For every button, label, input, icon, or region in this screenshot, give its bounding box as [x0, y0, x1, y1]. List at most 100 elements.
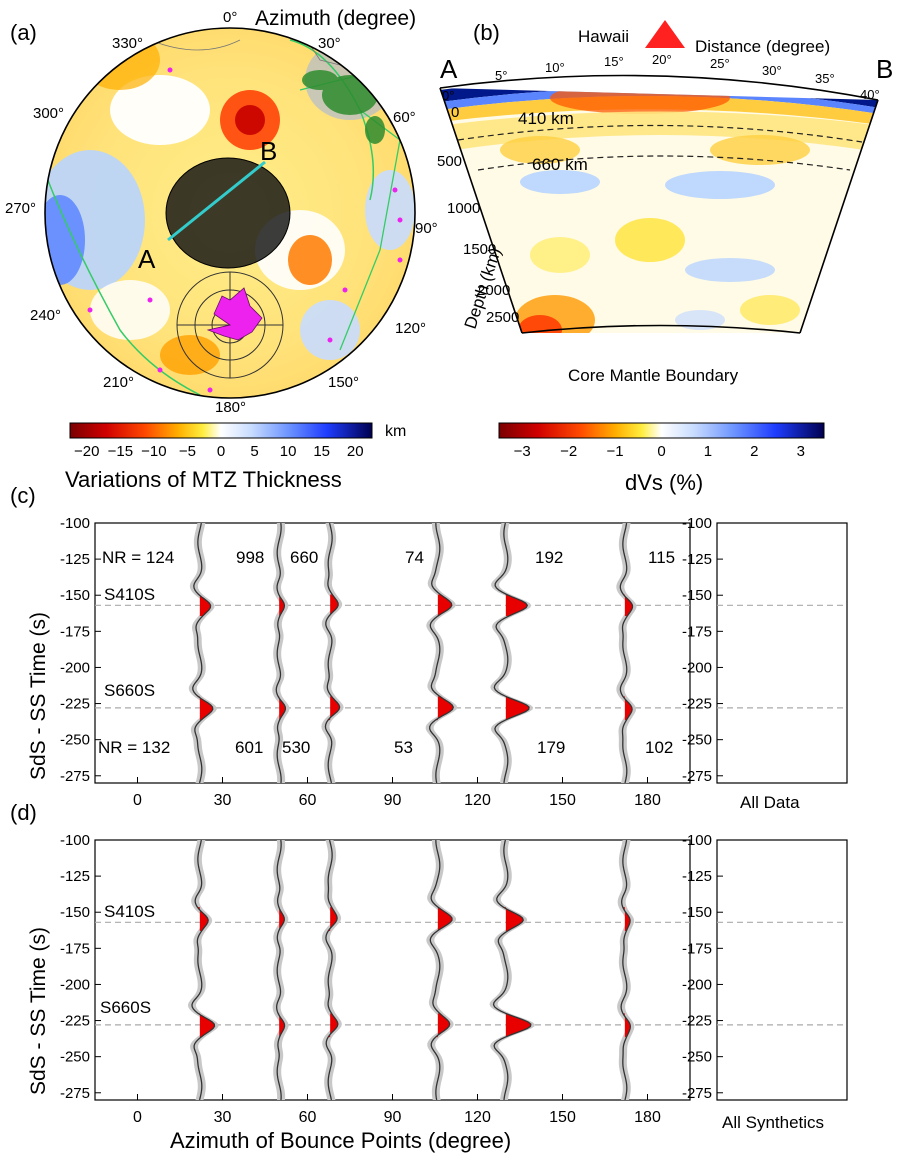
- d-trace-2-waveform: [325, 839, 339, 1101]
- d-trace-3-waveform: [429, 839, 453, 1101]
- panel-d-xticks: 0 30 60 90 120 150 180: [133, 1094, 661, 1126]
- profile-point-b: B: [260, 136, 277, 166]
- line-410km: [457, 124, 863, 143]
- distance-tick-20: 20°: [652, 52, 672, 67]
- c-side-ytick-label-0: -100: [682, 515, 712, 532]
- c-ytick-label-6: -250: [60, 732, 90, 749]
- cmb-label: Core Mantle Boundary: [568, 366, 739, 385]
- colorbar-a-ticks: −20 −15 −10 −5 0 5 10 15 20: [74, 443, 364, 460]
- c-trace-4-s410s-peak: [505, 594, 528, 617]
- colorbar-b-tick-0: −3: [514, 443, 531, 460]
- c-trace-1: [272, 522, 290, 784]
- panel-d-yticks: -100 -125 -150 -175 -200 -225 -250 -275: [60, 832, 101, 1102]
- d-ytick-label-1: -125: [60, 868, 90, 885]
- nr-410-5: 115: [648, 548, 675, 567]
- c-xtick-label-3: 90: [384, 792, 402, 809]
- c-trace-1-s660s-peak: [278, 696, 286, 721]
- c-trace-2: [321, 522, 344, 784]
- d-side-ytick-label-2: -150: [682, 904, 712, 921]
- d-trace-4-waveform: [492, 839, 532, 1101]
- d-side-ytick-label-7: -275: [682, 1085, 712, 1102]
- panel-a-label: (a): [10, 20, 37, 45]
- distance-tick-40: 40°: [860, 87, 880, 102]
- d-side-ytick-label-5: -225: [682, 1013, 712, 1030]
- d-trace-0: [187, 839, 219, 1101]
- panel-c-traces: [95, 522, 847, 784]
- c-side-ytick-label-6: -250: [682, 732, 712, 749]
- c-trace-4-waveform: [493, 522, 530, 784]
- d-xtick-label-6: 180: [634, 1109, 661, 1126]
- panel-d-side-axes: [716, 839, 848, 1101]
- depth-tick-0: 0: [451, 104, 459, 121]
- azimuth-label-120: 120°: [395, 320, 426, 337]
- d-ytick-label-0: -100: [60, 832, 90, 849]
- panel-d-axes: [94, 839, 691, 1101]
- colorbar-b-title: dVs (%): [625, 470, 703, 495]
- panel-c-side-axes: [716, 522, 848, 784]
- section-point-a: A: [440, 54, 458, 84]
- panel-c-label: (c): [10, 483, 36, 508]
- hotspot-triangle-icon: [645, 20, 685, 48]
- surface-arc: [439, 74, 879, 101]
- c-trace-5-waveform: [619, 522, 634, 784]
- c-xtick-label-5: 150: [549, 792, 576, 809]
- nr-660-4: 179: [537, 738, 565, 757]
- c-side-ytick-label-4: -200: [682, 659, 712, 676]
- colorbar-b: [498, 422, 825, 439]
- d-xtick-label-1: 30: [214, 1109, 232, 1126]
- panel-c-axes: [94, 522, 691, 784]
- panel-c-side-yticks: -100 -125 -150 -175 -200 -225 -250 -275: [682, 515, 723, 785]
- d-ytick-label-3: -175: [60, 940, 90, 957]
- c-xtick-label-1: 30: [214, 792, 232, 809]
- c-trace-3-s660s-peak: [435, 696, 454, 721]
- colorbar-a: [69, 422, 373, 439]
- colorbar-a-tick-7: 15: [313, 443, 330, 460]
- c-ytick-label-7: -275: [60, 768, 90, 785]
- nr-660-0: NR = 132: [98, 738, 170, 757]
- c-trace-1-s410s-peak: [278, 594, 285, 617]
- panel-c-s660s-label: S660S: [104, 681, 155, 700]
- depth-tick-2000: 2000: [477, 282, 510, 299]
- nr-660-3: 53: [394, 738, 413, 757]
- c-trace-4-error-band: [490, 523, 534, 783]
- c-ytick-label-5: -225: [60, 696, 90, 713]
- panel-d-xlabel: Azimuth of Bounce Points (degree): [170, 1128, 511, 1153]
- c-trace-1-waveform: [275, 522, 287, 784]
- colorbar-a-tick-6: 10: [280, 443, 297, 460]
- c-ytick-label-2: -150: [60, 587, 90, 604]
- hotspot-label: Hawaii: [578, 27, 629, 46]
- distance-title: Distance (degree): [695, 37, 830, 56]
- c-xtick-label-6: 180: [634, 792, 661, 809]
- nr-660-2: 530: [282, 738, 310, 757]
- distance-tick-35: 35°: [815, 71, 835, 86]
- c-trace-2-waveform: [324, 522, 341, 784]
- line-660km: [477, 155, 851, 171]
- nr-410-0: NR = 124: [102, 548, 174, 567]
- c-ytick-label-0: -100: [60, 515, 90, 532]
- colorbar-a-tick-4: 0: [217, 443, 225, 460]
- c-trace-4: [490, 522, 534, 784]
- label-660km: 660 km: [532, 155, 588, 174]
- panel-c-side-label: All Data: [740, 793, 800, 812]
- panel-d-side-yticks: -100 -125 -150 -175 -200 -225 -250 -275: [682, 832, 723, 1102]
- distance-tick-30: 30°: [762, 63, 782, 78]
- d-trace-4-s660s-peak: [505, 1013, 531, 1038]
- panel-b-label: (b): [473, 20, 500, 45]
- c-side-ytick-label-2: -150: [682, 587, 712, 604]
- nr-410-3: 74: [405, 548, 424, 567]
- d-trace-5: [617, 839, 635, 1101]
- d-trace-3-s410s-peak: [437, 907, 453, 931]
- depth-tick-500: 500: [437, 153, 462, 170]
- colorbar-b-tick-2: −1: [607, 443, 624, 460]
- panel-c-s410s-label: S410S: [104, 585, 155, 604]
- cmb-arc: [521, 324, 801, 334]
- panel-d-ylabel: SdS - SS Time (s): [27, 927, 50, 1095]
- d-ytick-label-5: -225: [60, 1013, 90, 1030]
- colorbar-b-tick-1: −2: [560, 443, 577, 460]
- c-trace-3-waveform: [429, 522, 454, 784]
- panel-d: (d) -100 -125 -150 -175 -200 -225 -250 -275 -10…: [10, 800, 848, 1153]
- azimuth-label-0: 0°: [223, 9, 237, 26]
- c-trace-4-s660s-peak: [505, 696, 530, 721]
- c-trace-0-error-band: [188, 523, 217, 783]
- c-trace-5-error-band: [616, 523, 637, 783]
